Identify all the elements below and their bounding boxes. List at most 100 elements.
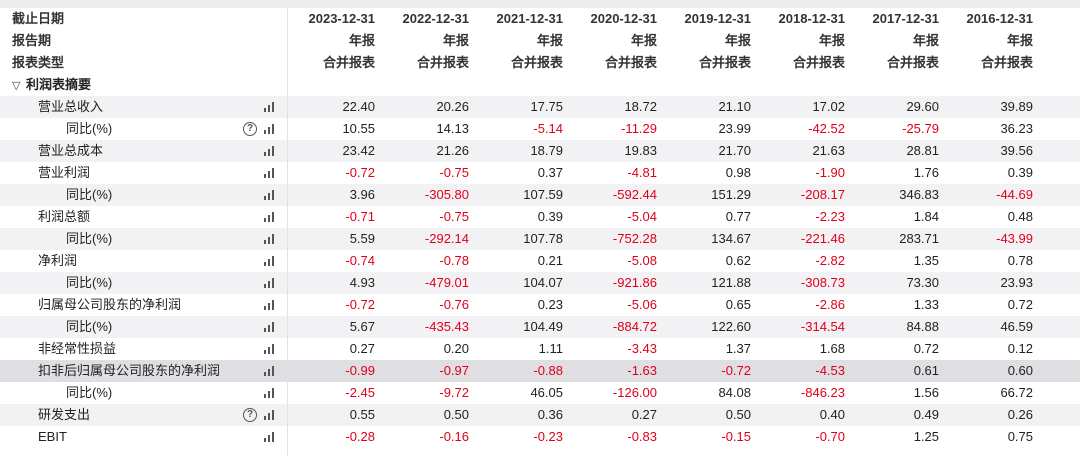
table-row: 利润总额 -0.71 -0.75 0.39 -5.04 0.77 -2.23 1.84 0.48 — [0, 206, 1080, 228]
table-row: 非经常性损益 0.27 0.20 1.11 -3.43 1.37 1.68 0.72 0.12 — [0, 338, 1080, 360]
table-cell: 0.36 — [537, 407, 563, 422]
table-cell: 46.05 — [530, 385, 563, 400]
row-label: 同比(%) — [66, 385, 113, 400]
table-cell: 0.39 — [1007, 165, 1033, 180]
row-label: 同比(%) — [66, 319, 113, 334]
header-cell: 合并报表 — [322, 55, 375, 70]
table-cell: 17.02 — [812, 99, 845, 114]
chevron-down-icon[interactable]: ▽ — [12, 80, 21, 92]
header-cell: 年报 — [912, 33, 939, 48]
table-cell: 23.99 — [718, 121, 751, 136]
table-cell: -3.43 — [627, 341, 657, 356]
table-cell: 0.72 — [913, 341, 939, 356]
table-cell: -126.00 — [612, 385, 657, 400]
table-cell: 0.37 — [537, 165, 563, 180]
table-cell: 0.61 — [913, 363, 939, 378]
table-cell: 23.93 — [1000, 275, 1033, 290]
row-label: 同比(%) — [66, 275, 113, 290]
bar-chart-icon[interactable] — [264, 168, 276, 178]
table-cell: -5.08 — [627, 253, 657, 268]
row-label: 利润总额 — [38, 209, 91, 224]
table-cell: 1.11 — [538, 341, 563, 356]
bar-chart-icon[interactable] — [264, 234, 276, 244]
table-cell: -0.16 — [439, 429, 469, 444]
row-label: 扣非后归属母公司股东的净利润 — [38, 363, 221, 378]
table-cell: 29.60 — [906, 99, 939, 114]
bar-chart-icon[interactable] — [264, 410, 276, 420]
table-cell: 0.55 — [349, 407, 375, 422]
section-row[interactable]: ▽ 利润表摘要 — [0, 74, 1080, 96]
header-label: 截止日期 — [12, 11, 65, 26]
table-cell: 1.84 — [913, 209, 939, 224]
table-cell: -25.79 — [902, 121, 939, 136]
table-cell: 1.33 — [913, 297, 939, 312]
table-cell: -2.23 — [815, 209, 845, 224]
header-cell: 合并报表 — [604, 55, 657, 70]
bar-chart-icon[interactable] — [264, 300, 276, 310]
table-cell: -43.99 — [996, 231, 1033, 246]
table-cell: 39.56 — [1000, 143, 1033, 158]
table-cell: 5.59 — [349, 231, 375, 246]
table-cell: -0.75 — [439, 165, 469, 180]
bar-chart-icon[interactable] — [264, 256, 276, 266]
section-label[interactable]: ▽ 利润表摘要 — [12, 74, 91, 96]
table-cell: -208.17 — [800, 187, 845, 202]
bar-chart-icon[interactable] — [264, 432, 276, 442]
table-cell: 283.71 — [899, 231, 939, 246]
bar-chart-icon[interactable] — [264, 212, 276, 222]
table-cell: -0.83 — [627, 429, 657, 444]
table-cell: -0.88 — [533, 363, 563, 378]
bar-chart-icon[interactable] — [264, 388, 276, 398]
question-icon[interactable]: ? — [243, 408, 257, 422]
bar-chart-icon[interactable] — [264, 278, 276, 288]
table-cell: 134.67 — [711, 231, 751, 246]
table-cell: -0.99 — [345, 363, 375, 378]
table-cell: 23.42 — [342, 143, 375, 158]
table-cell: 122.60 — [711, 319, 751, 334]
table-row: 同比(%) 5.59 -292.14 107.78 -752.28 134.67 -221.… — [0, 228, 1080, 250]
table-cell: 0.62 — [725, 253, 751, 268]
table-cell: -0.78 — [439, 253, 469, 268]
table-row: 扣非后归属母公司股东的净利润 -0.99 -0.97 -0.88 -1.63 -0.72 -… — [0, 360, 1080, 382]
table-cell: -9.72 — [439, 385, 469, 400]
table-cell: -0.72 — [721, 363, 751, 378]
header-cell: 2023-12-31 — [308, 11, 376, 26]
table-cell: -884.72 — [612, 319, 657, 334]
question-icon[interactable]: ? — [243, 122, 257, 136]
table-cell: 121.88 — [711, 275, 751, 290]
header-cell: 年报 — [1006, 33, 1033, 48]
header-cell: 合并报表 — [792, 55, 845, 70]
bar-chart-icon[interactable] — [264, 102, 276, 112]
table-cell: 1.37 — [725, 341, 751, 356]
table-cell: -846.23 — [800, 385, 845, 400]
bar-chart-icon[interactable] — [264, 322, 276, 332]
bar-chart-icon[interactable] — [264, 366, 276, 376]
table-cell: 0.20 — [443, 341, 469, 356]
bar-chart-icon[interactable] — [264, 124, 276, 134]
table-cell: 17.75 — [530, 99, 563, 114]
header-cell: 2018-12-31 — [778, 11, 846, 26]
row-label: 归属母公司股东的净利润 — [38, 297, 182, 312]
bar-chart-icon[interactable] — [264, 344, 276, 354]
table-row: EBIT -0.28 -0.16 -0.23 -0.83 -0.15 -0.70 1.25 0.… — [0, 426, 1080, 448]
table-cell: -0.23 — [533, 429, 563, 444]
header-cell: 2019-12-31 — [684, 11, 752, 26]
table-cell: -42.52 — [808, 121, 845, 136]
table-cell: 0.78 — [1007, 253, 1033, 268]
table-cell: 0.48 — [1007, 209, 1033, 224]
table-cell: 0.60 — [1007, 363, 1033, 378]
table-row: 同比(%) 3.96 -305.80 107.59 -592.44 151.29 -208.… — [0, 184, 1080, 206]
table-cell: 66.72 — [1000, 385, 1033, 400]
header-cell: 年报 — [724, 33, 751, 48]
header-row: 截止日期 2023-12-31 2022-12-31 2021-12-31 2020-1… — [0, 8, 1080, 30]
bar-chart-icon[interactable] — [264, 146, 276, 156]
row-label: 净利润 — [38, 253, 78, 268]
row-label: EBIT — [38, 429, 67, 444]
row-label: 同比(%) — [66, 231, 113, 246]
table-cell: 1.76 — [913, 165, 939, 180]
table-cell: -2.82 — [815, 253, 845, 268]
bar-chart-icon[interactable] — [264, 190, 276, 200]
table-row: 研发支出? 0.55 0.50 0.36 0.27 0.50 0.40 0.49 0.26 — [0, 404, 1080, 426]
table-cell: -5.14 — [533, 121, 563, 136]
table-cell: 0.50 — [443, 407, 469, 422]
